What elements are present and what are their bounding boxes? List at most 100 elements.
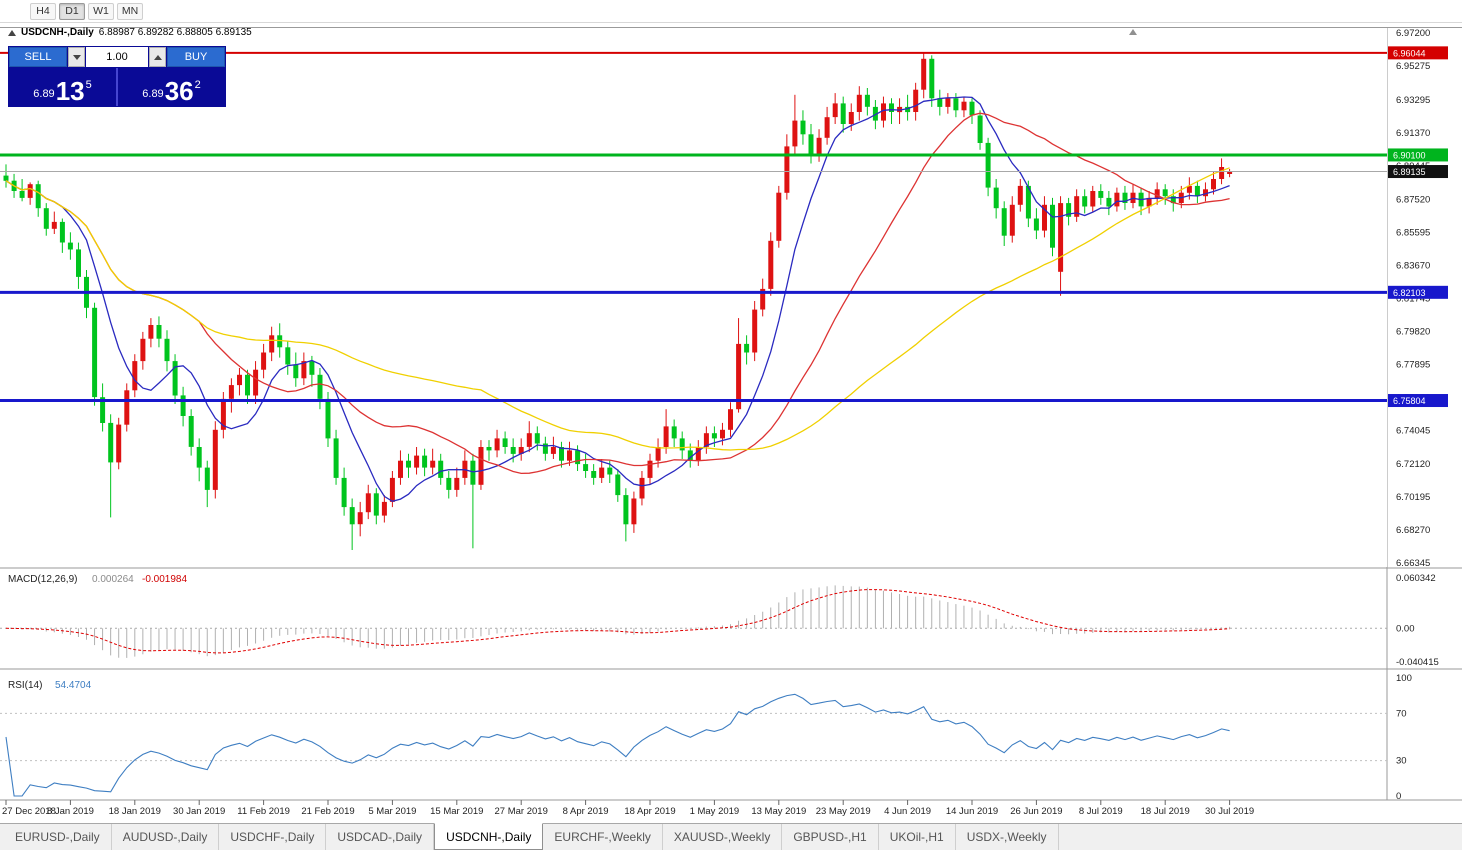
date-axis-label: 30 Jul 2019 — [1205, 806, 1254, 817]
rsi-value: 54.4704 — [55, 680, 92, 691]
moving-average-25 — [5, 112, 1230, 475]
price-axis-label: 6.66345 — [1396, 558, 1430, 569]
volume-decrease-button[interactable] — [68, 47, 85, 67]
date-axis-label: 13 May 2019 — [751, 806, 806, 817]
price-axis-label: 6.74045 — [1396, 426, 1430, 437]
price-tag — [1388, 285, 1448, 299]
macd-title: MACD(12,26,9) — [8, 574, 77, 585]
macd-panel: 0.060342 0.00 -0.040415 MACD(12,26,9) 0.0002… — [0, 573, 1439, 668]
chart-tab-eurchf-weekly[interactable]: EURCHF-,Weekly — [543, 824, 663, 850]
buy-price-prefix: 6.89 — [142, 88, 164, 100]
chart-tab-usdchf-daily[interactable]: USDCHF-,Daily — [219, 824, 327, 850]
price-axis-label: 6.93295 — [1396, 95, 1430, 106]
chart-ohlc-values: 6.88987 6.89282 6.88805 6.89135 — [98, 27, 252, 38]
buy-price-display[interactable]: 6.89 36 2 — [118, 68, 225, 106]
price-axis[interactable]: 6.972006.952756.932956.913706.894456.875… — [1388, 28, 1448, 569]
price-axis-label: 6.87520 — [1396, 194, 1430, 205]
date-axis-label: 1 May 2019 — [690, 806, 740, 817]
buy-button[interactable]: BUY — [167, 47, 225, 67]
date-axis-label: 18 Apr 2019 — [624, 806, 675, 817]
rsi-line — [5, 693, 1230, 797]
moving-average-60 — [5, 167, 1230, 451]
date-axis-label: 23 May 2019 — [816, 806, 871, 817]
price-axis-label: 6.72120 — [1396, 459, 1430, 470]
timeframe-button-h4[interactable]: H4 — [30, 2, 56, 20]
chart-tab-bar: EURUSD-,Daily AUDUSD-,Daily USDCHF-,Daily U… — [0, 823, 1462, 850]
date-axis-label: 4 Jun 2019 — [884, 806, 931, 817]
price-axis-label: 6.77895 — [1396, 360, 1430, 371]
svg-text:6.90100: 6.90100 — [1393, 150, 1426, 160]
price-tag — [1388, 394, 1448, 408]
chart-tab-eurusd-daily[interactable]: EURUSD-,Daily — [4, 824, 112, 850]
moving-average-8 — [5, 96, 1230, 503]
price-axis-label: 6.97200 — [1396, 28, 1430, 39]
timeframe-toolbar: H4 D1 W1 MN — [0, 0, 1462, 23]
price-axis-label: 6.79820 — [1396, 327, 1430, 338]
date-axis-label: 8 Apr 2019 — [563, 806, 609, 817]
date-axis-label: 27 Dec 2018 — [2, 806, 56, 817]
price-tag — [1388, 148, 1448, 162]
svg-text:6.96044: 6.96044 — [1393, 48, 1426, 58]
date-axis-label: 8 Jul 2019 — [1079, 806, 1123, 817]
caret-up-icon — [153, 54, 162, 60]
chart-header: USDCNH-,Daily 6.88987 6.89282 6.88805 6.… — [8, 27, 252, 38]
price-axis-label: 6.81745 — [1396, 293, 1430, 304]
date-axis-label: 18 Jan 2019 — [109, 806, 161, 817]
rsi-panel: 100 70 30 0 RSI(14) 54.4704 — [0, 673, 1412, 802]
price-axis-label: 6.70195 — [1396, 492, 1430, 503]
svg-text:70: 70 — [1396, 708, 1407, 719]
chart-tab-usdx-weekly[interactable]: USDX-,Weekly — [956, 824, 1059, 850]
date-axis-label: 5 Mar 2019 — [368, 806, 416, 817]
chart-tab-audusd-daily[interactable]: AUDUSD-,Daily — [112, 824, 220, 850]
date-axis-label: 21 Feb 2019 — [301, 806, 354, 817]
price-axis-label: 6.68270 — [1396, 525, 1430, 536]
svg-text:0.060342: 0.060342 — [1396, 573, 1436, 584]
price-axis-label: 6.91370 — [1396, 128, 1430, 139]
rsi-title: RSI(14) — [8, 680, 42, 691]
svg-text:0.00: 0.00 — [1396, 623, 1415, 634]
svg-text:6.75804: 6.75804 — [1393, 396, 1426, 406]
candlesticks — [3, 52, 1233, 550]
date-axis-label: 18 Jul 2019 — [1141, 806, 1190, 817]
sell-price-prefix: 6.89 — [33, 88, 55, 100]
date-axis-label: 8 Jan 2019 — [47, 806, 94, 817]
price-axis-label: 6.85595 — [1396, 227, 1430, 238]
svg-text:6.89135: 6.89135 — [1393, 167, 1426, 177]
svg-text:6.82103: 6.82103 — [1393, 288, 1426, 298]
chart-tab-gbpusd-h1[interactable]: GBPUSD-,H1 — [782, 824, 879, 850]
chart-tab-usdcad-daily[interactable]: USDCAD-,Daily — [326, 824, 435, 850]
price-axis-label: 6.83670 — [1396, 260, 1430, 271]
one-click-panel-toggle-icon[interactable] — [8, 29, 16, 36]
volume-increase-button[interactable] — [149, 47, 166, 67]
price-tag — [1388, 46, 1448, 60]
sell-button[interactable]: SELL — [9, 47, 67, 67]
sell-price-big-digits: 13 — [55, 75, 85, 106]
sell-price-display[interactable]: 6.89 13 5 — [9, 68, 116, 106]
timeframe-button-w1[interactable]: W1 — [88, 2, 114, 20]
svg-text:0: 0 — [1396, 791, 1401, 802]
macd-signal-line — [5, 589, 1230, 654]
timeframe-button-mn[interactable]: MN — [117, 2, 143, 20]
buy-price-big-digits: 36 — [164, 75, 194, 106]
price-chart-surface[interactable] — [0, 28, 1387, 567]
chart-symbol-label: USDCNH-,Daily — [21, 27, 94, 38]
timeframe-button-d1[interactable]: D1 — [59, 2, 85, 20]
chart-shift-marker-icon[interactable] — [1129, 29, 1137, 35]
volume-input[interactable] — [86, 47, 148, 67]
date-axis-label: 14 Jun 2019 — [946, 806, 998, 817]
buy-price-pipette: 2 — [194, 79, 201, 91]
date-axis-label: 30 Jan 2019 — [173, 806, 225, 817]
chart-tab-ukoil-h1[interactable]: UKOil-,H1 — [879, 824, 956, 850]
svg-text:-0.040415: -0.040415 — [1396, 657, 1439, 668]
svg-text:100: 100 — [1396, 673, 1412, 684]
macd-main-value: 0.000264 — [92, 574, 134, 585]
macd-signal-value: -0.001984 — [142, 574, 187, 585]
date-axis-label: 11 Feb 2019 — [237, 806, 290, 817]
chart-tab-usdcnh-daily[interactable]: USDCNH-,Daily — [434, 823, 544, 850]
chart-tab-xauusd-weekly[interactable]: XAUUSD-,Weekly — [663, 824, 783, 850]
date-axis-label: 27 Mar 2019 — [495, 806, 548, 817]
